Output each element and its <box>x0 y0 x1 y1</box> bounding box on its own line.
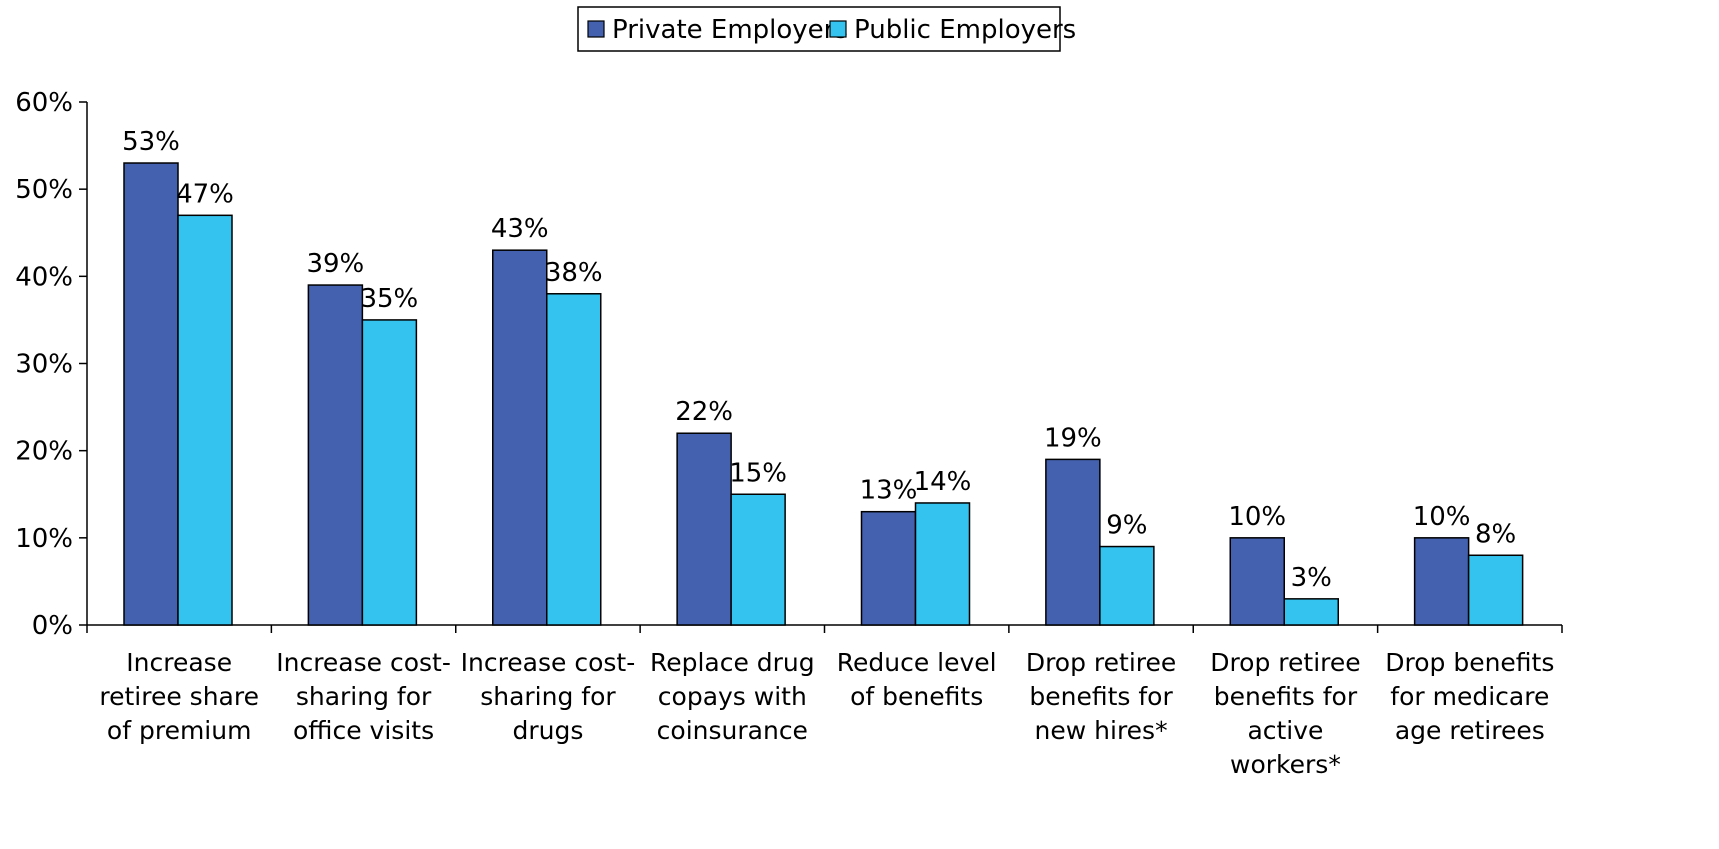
bar <box>1467 554 1524 626</box>
x-tick-label-line: sharing for <box>296 682 432 711</box>
x-tick-label-line: Drop benefits <box>1385 648 1554 677</box>
data-label: 38% <box>545 258 603 288</box>
x-tick-label-line: for medicare <box>1390 682 1549 711</box>
bar <box>492 249 548 626</box>
legend-swatch <box>587 20 605 38</box>
x-tick-label-line: office visits <box>293 716 434 745</box>
data-label: 19% <box>1044 423 1102 453</box>
data-label: 13% <box>860 476 918 506</box>
x-tick-label: Replace drug copays with coinsurance <box>650 648 815 745</box>
x-tick-label: Drop retiree benefits for new hires* <box>1026 648 1176 745</box>
x-axis: Increase retiree share of premiumIncrease … <box>86 624 1563 779</box>
x-tick-label-line: Replace drug <box>650 648 815 677</box>
y-tick-label: 0% <box>32 611 73 641</box>
legend-label: Private Employers <box>612 15 848 45</box>
y-tick-label: 20% <box>15 437 73 467</box>
bar <box>914 502 971 626</box>
x-tick-label-line: age retirees <box>1395 716 1545 745</box>
x-tick-label-line: sharing for <box>480 682 616 711</box>
bar <box>1099 545 1155 626</box>
x-tick-label-line: Increase cost- <box>461 648 636 677</box>
y-axis: 0% 10% 20% 30% 40% 50% 60% <box>15 88 88 641</box>
x-tick-label-line: coinsurance <box>657 716 808 745</box>
x-tick-label-line: workers* <box>1230 750 1341 779</box>
data-label: 15% <box>729 458 787 488</box>
bar <box>1413 537 1470 626</box>
x-tick-label: Increase retiree share of premium <box>99 648 259 745</box>
bar <box>1045 458 1101 626</box>
data-label: 8% <box>1475 519 1516 549</box>
x-tick-label-line: active <box>1247 716 1323 745</box>
x-tick-label-line: Drop retiree <box>1026 648 1176 677</box>
x-tick-label-line: Drop retiree <box>1210 648 1360 677</box>
y-tick-label: 40% <box>15 262 73 292</box>
y-tick-label: 60% <box>15 88 73 118</box>
x-tick-label-line: retiree share <box>99 682 259 711</box>
data-label: 10% <box>1413 502 1471 532</box>
x-tick-label: Drop benefits for medicare age retirees <box>1385 648 1554 745</box>
x-tick-label: Drop retiree benefits for active workers* <box>1210 648 1360 779</box>
bar <box>1229 537 1285 626</box>
bar <box>361 319 418 626</box>
data-labels: 53% 39% 43% 22% 13% 19% 10% 10% 47% 35% 38% 15% 14% 9… <box>122 127 1516 593</box>
bar <box>730 493 786 626</box>
bar <box>1283 598 1339 626</box>
legend-box <box>577 6 1061 52</box>
x-tick-label-line: benefits for <box>1029 682 1173 711</box>
x-tick-label-line: copays with <box>658 682 807 711</box>
data-label: 35% <box>360 284 418 314</box>
bar <box>123 162 179 626</box>
data-label: 14% <box>914 467 972 497</box>
legend-label: Public Employers <box>854 15 1076 45</box>
bars <box>123 162 1524 626</box>
x-tick-label-line: Increase <box>126 648 232 677</box>
bar <box>177 214 233 626</box>
data-label: 47% <box>176 179 234 209</box>
data-label: 10% <box>1228 502 1286 532</box>
x-tick-label: Increase cost-sharing for drugs <box>461 648 636 745</box>
x-tick-label-line: of premium <box>107 716 252 745</box>
bar <box>546 293 602 626</box>
bar <box>676 432 732 626</box>
data-label: 39% <box>306 249 364 279</box>
x-tick-label-line: Reduce level <box>837 648 997 677</box>
y-tick-label: 30% <box>15 350 73 380</box>
legend: Private Employers Public Employers <box>577 6 1076 52</box>
data-label: 9% <box>1106 511 1147 541</box>
x-tick-label-line: drugs <box>512 716 583 745</box>
x-tick-label-line: benefits for <box>1214 682 1358 711</box>
data-label: 43% <box>491 214 549 244</box>
y-tick-label: 50% <box>15 175 73 205</box>
x-tick-label: Reduce level of benefits <box>837 648 997 711</box>
x-tick-label: Increase cost-sharing for office visits <box>276 648 451 745</box>
x-tick-label-line: of benefits <box>850 682 983 711</box>
bar <box>307 284 364 626</box>
data-label: 53% <box>122 127 180 157</box>
bar <box>860 510 917 626</box>
data-label: 3% <box>1291 563 1332 593</box>
x-tick-label-line: Increase cost- <box>276 648 451 677</box>
x-tick-label-line: new hires* <box>1035 716 1168 745</box>
data-label: 22% <box>675 397 733 427</box>
legend-swatch <box>829 20 847 38</box>
y-tick-label: 10% <box>15 524 73 554</box>
